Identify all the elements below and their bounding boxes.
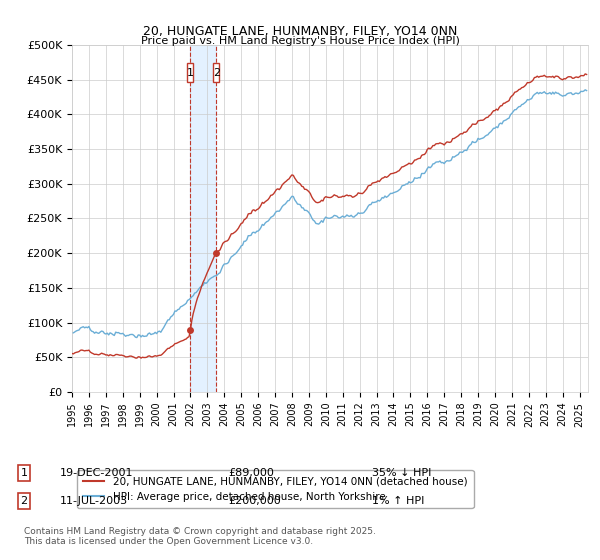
Text: 2: 2	[213, 68, 220, 78]
Bar	[190, 45, 217, 392]
Text: 1% ↑ HPI: 1% ↑ HPI	[372, 496, 424, 506]
Text: £89,000: £89,000	[228, 468, 274, 478]
FancyBboxPatch shape	[214, 63, 219, 82]
Text: 20, HUNGATE LANE, HUNMANBY, FILEY, YO14 0NN: 20, HUNGATE LANE, HUNMANBY, FILEY, YO14 …	[143, 25, 457, 38]
Legend: 20, HUNGATE LANE, HUNMANBY, FILEY, YO14 0NN (detached house), HPI: Average price: 20, HUNGATE LANE, HUNMANBY, FILEY, YO14 …	[77, 470, 473, 508]
Text: 19-DEC-2001: 19-DEC-2001	[60, 468, 133, 478]
Text: 2: 2	[20, 496, 28, 506]
Text: 11-JUL-2003: 11-JUL-2003	[60, 496, 128, 506]
Text: 35% ↓ HPI: 35% ↓ HPI	[372, 468, 431, 478]
Text: 1: 1	[187, 68, 193, 78]
Text: 1: 1	[20, 468, 28, 478]
FancyBboxPatch shape	[187, 63, 193, 82]
Text: Contains HM Land Registry data © Crown copyright and database right 2025.
This d: Contains HM Land Registry data © Crown c…	[24, 526, 376, 546]
Text: £200,000: £200,000	[228, 496, 281, 506]
Text: Price paid vs. HM Land Registry's House Price Index (HPI): Price paid vs. HM Land Registry's House …	[140, 36, 460, 46]
